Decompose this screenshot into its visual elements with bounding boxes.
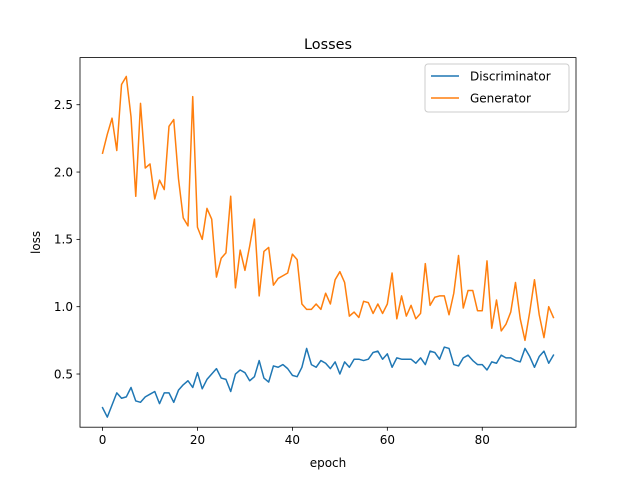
legend: Discriminator Generator [424,63,570,113]
series-line-generator [101,75,555,342]
y-tick-label: 2.5 [54,98,73,112]
legend-box [424,63,570,113]
legend-label-generator: Generator [470,91,531,105]
legend-label-discriminator: Discriminator [470,69,551,83]
x-axis-label: epoch [310,456,347,470]
series-line-discriminator [101,346,555,418]
x-tick-label: 40 [285,433,300,447]
plot-area [101,75,555,418]
y-tick-label: 2.0 [54,165,73,179]
y-tick-label: 1.0 [54,300,73,314]
x-axis: 0 20 40 60 80 [99,427,490,447]
x-tick-label: 20 [190,433,205,447]
y-axis-label: loss [29,231,43,254]
chart-title: Losses [304,37,352,53]
axes-frame [79,57,577,428]
y-tick-label: 1.5 [54,233,73,247]
x-tick-label: 80 [475,433,490,447]
x-tick-label: 0 [99,433,107,447]
x-tick-label: 60 [380,433,395,447]
y-axis: 0.5 1.0 1.5 2.0 2.5 [54,98,80,381]
y-tick-label: 0.5 [54,367,73,381]
